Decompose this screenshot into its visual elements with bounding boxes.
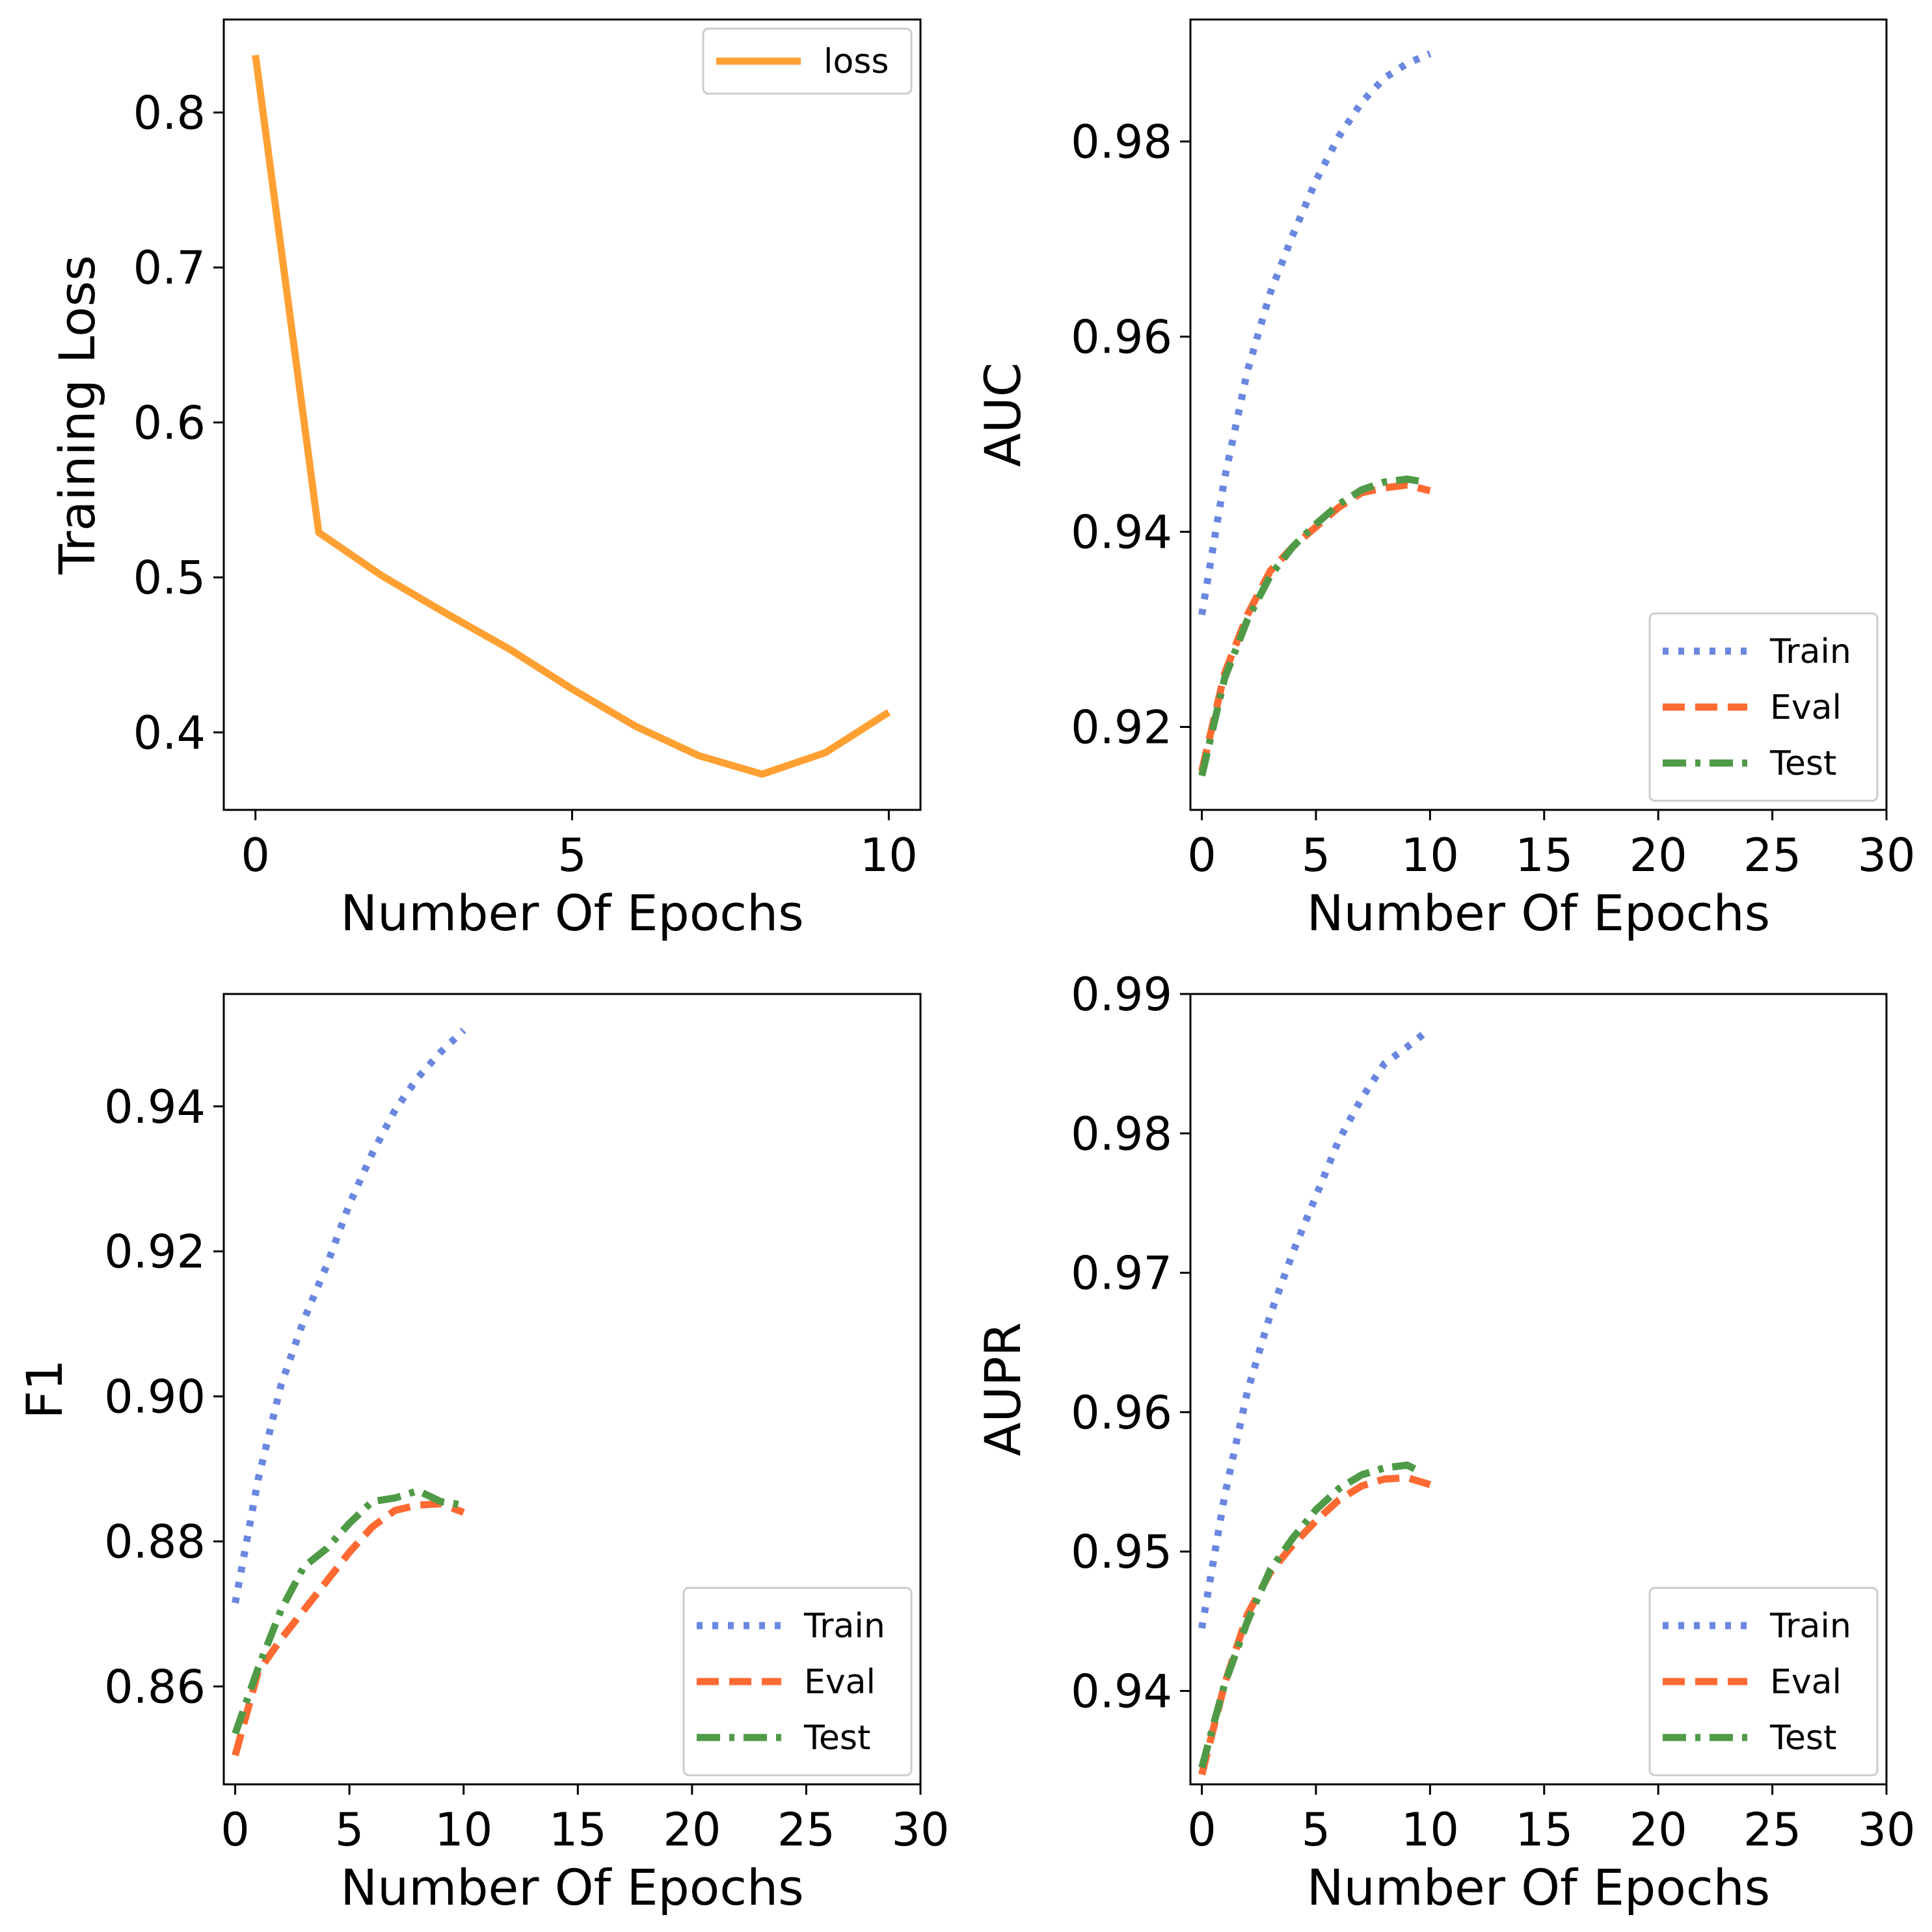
f1-x-tick-label: 10: [435, 1803, 492, 1857]
auc-plot-frame: [1189, 18, 1888, 811]
auc-legend: Train Eval Test: [1648, 612, 1879, 802]
auc-x-tick-label: 30: [1857, 829, 1915, 882]
loss-y-tick-label: 0.8: [133, 87, 206, 140]
f1-x-tick-label: 0: [221, 1803, 250, 1857]
loss-y-tick-label: 0.7: [133, 241, 206, 295]
aupr-legend: Train Eval Test: [1648, 1587, 1879, 1777]
aupr-y-axis-label: AUPR: [974, 1322, 1032, 1456]
aupr-series-eval-line: [1198, 1474, 1432, 1776]
auc-x-tick-label: 20: [1630, 829, 1687, 882]
auc-legend-label-eval: Eval: [1770, 688, 1842, 727]
loss-y-tick-label: 0.4: [133, 706, 206, 760]
auc-panel: 0 5 10 15 20 25 30 0.92 0.94 0.96 0.98 Number Of Ep…: [974, 18, 1916, 942]
f1-series-eval-line: [232, 1500, 465, 1756]
f1-y-tick-label: 0.88: [104, 1516, 206, 1569]
aupr-legend-label-eval: Eval: [1770, 1663, 1842, 1702]
auc-x-tick-label: 0: [1187, 829, 1216, 882]
aupr-series-train-line: [1198, 1026, 1432, 1629]
aupr-y-tick-label: 0.94: [1071, 1665, 1172, 1718]
auc-series-test-line: [1198, 476, 1419, 777]
loss-x-tick-label: 5: [557, 829, 587, 882]
aupr-panel: 0 5 10 15 20 25 30 0.94 0.95 0.96 0.97 0.98 0.99 Numb…: [974, 968, 1916, 1916]
f1-x-axis-label: Number Of Epochs: [340, 1858, 804, 1916]
f1-y-axis-label: F1: [16, 1359, 74, 1419]
f1-x-tick-label: 5: [335, 1803, 364, 1857]
aupr-y-tick-label: 0.99: [1071, 968, 1172, 1021]
auc-y-tick-label: 0.94: [1071, 506, 1172, 559]
aupr-y-tick-label: 0.98: [1071, 1107, 1172, 1161]
loss-y-tick-label: 0.6: [133, 396, 206, 449]
aupr-x-tick-label: 25: [1743, 1803, 1801, 1857]
loss-x-axis-label: Number Of Epochs: [340, 884, 804, 942]
auc-x-tick-label: 5: [1302, 829, 1331, 882]
loss-y-tick-label: 0.5: [133, 552, 206, 605]
loss-series-loss-line: [252, 55, 891, 778]
auc-y-tick-label: 0.98: [1071, 116, 1172, 169]
aupr-series-test-line: [1198, 1461, 1421, 1769]
loss-x-tick-label: 10: [860, 829, 918, 882]
f1-legend: Train Eval Test: [682, 1587, 913, 1777]
f1-y-tick-label: 0.86: [104, 1661, 206, 1714]
auc-legend-label-test: Test: [1769, 744, 1836, 783]
f1-y-tick-label: 0.94: [104, 1080, 206, 1134]
aupr-legend-box: [1648, 1587, 1879, 1777]
aupr-x-tick-label: 15: [1515, 1803, 1573, 1857]
f1-legend-label-train: Train: [803, 1607, 885, 1646]
loss-legend-box: [702, 27, 913, 95]
loss-legend-label-loss: loss: [824, 42, 889, 81]
auc-legend-box: [1648, 612, 1879, 802]
f1-plot-frame: [222, 993, 922, 1786]
aupr-x-tick-label: 5: [1302, 1803, 1331, 1857]
aupr-x-tick-label: 20: [1630, 1803, 1687, 1857]
aupr-y-tick-label: 0.96: [1071, 1386, 1172, 1440]
aupr-legend-label-test: Test: [1769, 1719, 1836, 1758]
auc-x-tick-label: 10: [1401, 829, 1459, 882]
loss-legend: loss: [702, 27, 913, 95]
aupr-x-tick-label: 0: [1187, 1803, 1216, 1857]
auc-series-eval-line: [1198, 481, 1431, 772]
f1-y-tick-label: 0.92: [104, 1226, 206, 1279]
aupr-legend-label-train: Train: [1769, 1607, 1851, 1646]
auc-x-tick-label: 25: [1743, 829, 1801, 882]
f1-legend-label-test: Test: [803, 1719, 870, 1758]
f1-x-tick-label: 15: [549, 1803, 607, 1857]
f1-series-test-line: [232, 1487, 464, 1735]
aupr-y-tick-label: 0.95: [1071, 1525, 1172, 1579]
auc-y-axis-label: AUC: [974, 362, 1032, 467]
auc-y-tick-label: 0.92: [1071, 701, 1172, 755]
f1-panel: 0 5 10 15 20 25 30 0.86 0.88 0.90 0.92 0.94 Number O…: [16, 993, 950, 1916]
loss-panel: 0 5 10 0.4 0.5 0.6 0.7 0.8 Number Of Epochs Train…: [48, 18, 922, 942]
loss-x-tick-label: 0: [241, 829, 270, 882]
auc-y-tick-label: 0.96: [1071, 311, 1172, 364]
f1-x-tick-label: 30: [891, 1803, 949, 1857]
aupr-x-tick-label: 10: [1401, 1803, 1459, 1857]
f1-x-tick-label: 25: [777, 1803, 835, 1857]
aupr-plot-frame: [1189, 993, 1888, 1786]
f1-legend-label-eval: Eval: [804, 1663, 876, 1702]
aupr-x-tick-label: 30: [1857, 1803, 1915, 1857]
auc-x-axis-label: Number Of Epochs: [1307, 884, 1771, 942]
aupr-x-axis-label: Number Of Epochs: [1307, 1858, 1771, 1916]
f1-legend-box: [682, 1587, 913, 1777]
loss-y-axis-label: Training Loss: [48, 255, 106, 575]
f1-y-tick-label: 0.90: [104, 1371, 206, 1424]
auc-legend-label-train: Train: [1769, 632, 1851, 671]
aupr-y-tick-label: 0.97: [1071, 1247, 1172, 1300]
f1-series-train-line: [232, 1027, 466, 1604]
auc-x-tick-label: 15: [1515, 829, 1573, 882]
f1-x-tick-label: 20: [663, 1803, 721, 1857]
